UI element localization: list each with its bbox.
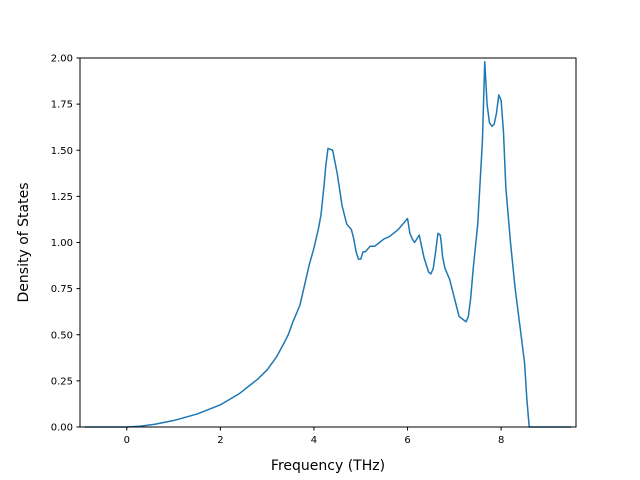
y-tick-label: 1.75 <box>51 100 73 111</box>
y-tick-label: 2.00 <box>51 54 73 65</box>
dos-series-line-0 <box>84 60 572 428</box>
x-tick-label: 4 <box>311 435 317 446</box>
x-tick-label: 0 <box>124 435 130 446</box>
x-tick-label: 8 <box>498 435 504 446</box>
y-tick-label: 0.25 <box>51 376 73 387</box>
y-tick-label: 0.75 <box>51 284 73 295</box>
x-tick-label: 2 <box>217 435 223 446</box>
plot-area <box>84 60 572 428</box>
axis-ticks: 0 2 4 6 8 0.00 0.25 0.50 0.75 1.00 1.25 1.50 1.75 2.0… <box>51 54 505 447</box>
y-tick-label: 1.50 <box>51 146 73 157</box>
y-tick-label: 1.00 <box>51 238 73 249</box>
y-tick-label: 0.00 <box>51 423 73 434</box>
y-tick-label: 0.50 <box>51 330 73 341</box>
x-axis-label: Frequency (THz) <box>271 458 385 474</box>
x-tick-label: 6 <box>404 435 410 446</box>
y-axis-label: Density of States <box>16 183 32 303</box>
axes-frame <box>79 57 577 428</box>
y-tick-label: 1.25 <box>51 192 73 203</box>
